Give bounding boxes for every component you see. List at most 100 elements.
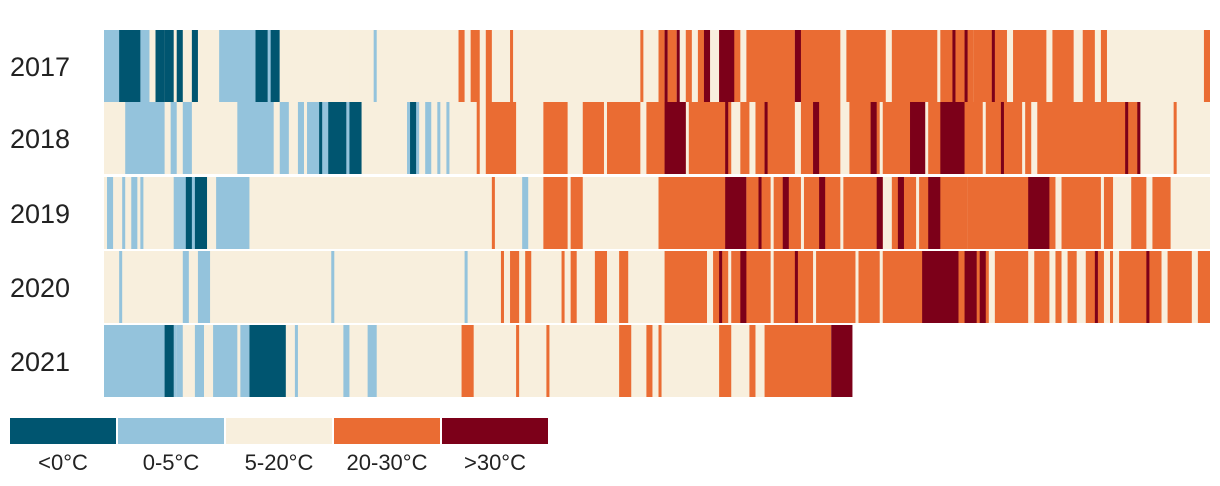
day-cell-2017-18 xyxy=(664,30,668,102)
day-cell-2019-24 xyxy=(919,177,968,249)
day-cell-2019-3 xyxy=(140,177,144,249)
day-cell-2018-1 xyxy=(125,102,165,174)
year-label-2021: 2021 xyxy=(10,347,70,377)
day-cell-2020-33 xyxy=(1146,251,1150,323)
day-cell-2021-13 xyxy=(619,325,632,397)
day-cell-2019-20 xyxy=(843,177,883,249)
day-cell-2018-42 xyxy=(1119,102,1141,174)
day-cell-2019-28 xyxy=(1061,177,1101,249)
day-cell-2017-19 xyxy=(676,30,680,102)
day-cell-2017-34 xyxy=(991,30,995,102)
day-cell-2020-7 xyxy=(525,251,532,323)
day-cell-2019-5 xyxy=(185,177,192,249)
day-cell-2020-24 xyxy=(979,251,986,323)
day-cell-2018-43 xyxy=(1125,102,1129,174)
day-cell-2020-19 xyxy=(816,251,856,323)
legend-label-2: 5-20°C xyxy=(245,450,314,475)
day-cell-2020-23 xyxy=(964,251,977,323)
day-cell-2020-10 xyxy=(594,251,608,323)
day-cell-2017-38 xyxy=(1100,30,1107,102)
heatmap-row-2018 xyxy=(104,102,1210,174)
day-cell-2019-9 xyxy=(522,177,529,249)
day-cell-2018-28 xyxy=(755,102,795,174)
day-cell-2017-24 xyxy=(719,30,735,102)
day-cell-2017-3 xyxy=(164,30,174,102)
day-cell-2021-6 xyxy=(249,325,286,397)
day-cell-2017-17 xyxy=(667,30,677,102)
day-cell-2018-21 xyxy=(607,102,641,174)
day-cell-2021-1 xyxy=(164,325,174,397)
day-cell-2020-16 xyxy=(740,251,747,323)
day-cell-2017-4 xyxy=(176,30,183,102)
day-cell-2020-30 xyxy=(1094,251,1098,323)
day-cell-2019-1 xyxy=(122,177,126,249)
day-cell-2018-24 xyxy=(664,102,686,174)
day-cell-2018-37 xyxy=(940,102,965,174)
heatmap-row-2019 xyxy=(104,177,1210,249)
day-cell-2019-11 xyxy=(570,177,583,249)
day-cell-2019-0 xyxy=(107,177,114,249)
day-cell-2018-22 xyxy=(646,102,665,174)
day-cell-2017-11 xyxy=(458,30,465,102)
legend-swatch-1 xyxy=(118,418,224,444)
legend-label-1: 0-5°C xyxy=(143,450,200,475)
year-label-2017: 2017 xyxy=(10,52,70,82)
day-cell-2018-2 xyxy=(170,102,177,174)
day-cell-2018-33 xyxy=(870,102,877,174)
day-cell-2018-41 xyxy=(1037,102,1123,174)
day-cell-2019-19 xyxy=(819,177,826,249)
day-cell-2020-20 xyxy=(858,251,880,323)
day-cell-2017-1 xyxy=(119,30,141,102)
day-cell-2018-40 xyxy=(1025,102,1032,174)
day-cell-2020-2 xyxy=(197,251,211,323)
day-cell-2020-34 xyxy=(1167,251,1192,323)
day-cell-2020-11 xyxy=(619,251,629,323)
day-cell-2020-14 xyxy=(719,251,723,323)
day-cell-2017-39 xyxy=(1203,30,1210,102)
day-cell-2020-5 xyxy=(500,251,504,323)
day-cell-2020-18 xyxy=(794,251,798,323)
day-cell-2018-44 xyxy=(1137,102,1141,174)
day-cell-2021-12 xyxy=(546,325,550,397)
day-cell-2021-16 xyxy=(719,325,732,397)
day-cell-2017-10 xyxy=(373,30,377,102)
day-cell-2021-2 xyxy=(176,325,183,397)
day-cell-2019-13 xyxy=(725,177,747,249)
day-cell-2021-10 xyxy=(461,325,474,397)
day-cell-2020-0 xyxy=(119,251,123,323)
heatmap-rows xyxy=(104,30,1210,397)
day-cell-2018-20 xyxy=(582,102,604,174)
day-cell-2018-45 xyxy=(1173,102,1177,174)
day-cell-2019-27 xyxy=(1028,177,1050,249)
day-cell-2020-28 xyxy=(1067,251,1077,323)
day-cell-2018-0 xyxy=(104,102,123,174)
day-cell-2017-32 xyxy=(964,30,968,102)
day-cell-2019-2 xyxy=(131,177,138,249)
day-cell-2019-31 xyxy=(1152,177,1171,249)
year-label-2020: 2020 xyxy=(10,273,70,303)
day-cell-2020-9 xyxy=(570,251,577,323)
day-cell-2019-12 xyxy=(658,177,732,249)
day-cell-2020-31 xyxy=(1110,251,1114,323)
day-cell-2017-25 xyxy=(746,30,795,102)
day-cell-2021-11 xyxy=(516,325,520,397)
legend-swatch-2 xyxy=(226,418,332,444)
day-cell-2020-32 xyxy=(1119,251,1162,323)
day-cell-2017-15 xyxy=(640,30,644,102)
day-cell-2017-8 xyxy=(270,30,280,102)
day-cell-2017-2 xyxy=(155,30,165,102)
day-cell-2018-14 xyxy=(425,102,432,174)
day-cell-2017-9 xyxy=(279,30,350,102)
day-cell-2017-5 xyxy=(191,30,198,102)
day-cell-2017-28 xyxy=(846,30,886,102)
day-cell-2018-30 xyxy=(800,102,841,174)
day-cell-2020-3 xyxy=(331,251,335,323)
day-cell-2017-14 xyxy=(510,30,514,102)
day-cell-2020-12 xyxy=(664,251,707,323)
legend-swatch-4 xyxy=(442,418,548,444)
day-cell-2021-3 xyxy=(194,325,204,397)
day-cell-2018-3 xyxy=(182,102,192,174)
day-cell-2020-22 xyxy=(922,251,959,323)
day-cell-2018-6 xyxy=(297,102,304,174)
